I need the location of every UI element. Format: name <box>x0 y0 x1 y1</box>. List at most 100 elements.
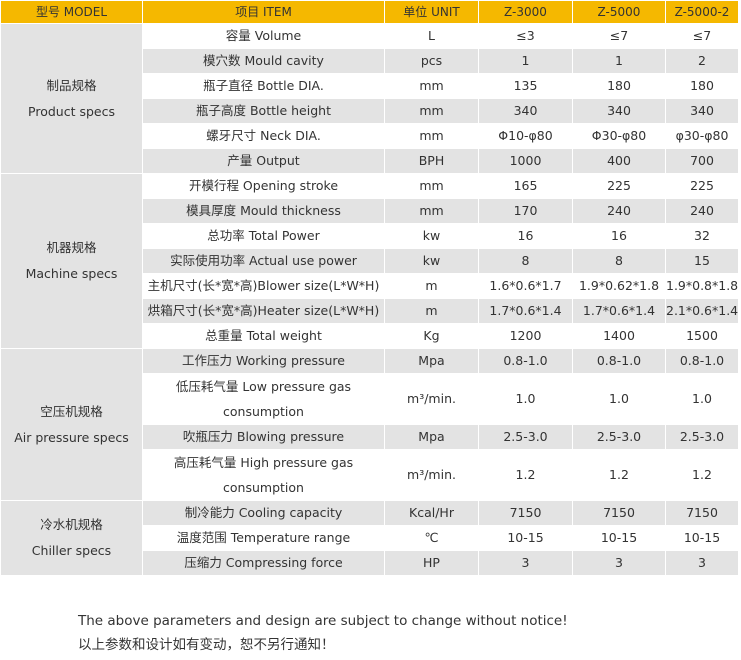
spec-row: 高压耗气量 High pressure gas consumption m³/min… <box>1 449 739 501</box>
spec-unit: m³/min. <box>384 449 479 501</box>
header-row: 型号 MODEL 项目 ITEM 单位 UNIT Z-3000 Z-5000 Z… <box>0 0 739 24</box>
spec-value-model-1: 1000 <box>478 148 573 174</box>
spec-unit: Mpa <box>384 424 479 450</box>
spec-value-model-3: 2 <box>665 48 739 74</box>
spec-value-model-2: 1 <box>572 48 666 74</box>
spec-row: 低压耗气量 Low pressure gas consumption m³/min.… <box>1 373 739 425</box>
header-unit: 单位 UNIT <box>384 0 479 24</box>
section-label: 机器规格 Machine specs <box>0 173 143 349</box>
section-label: 冷水机规格 Chiller specs <box>0 500 143 576</box>
spec-unit: mm <box>384 73 479 99</box>
spec-item: 开模行程 Opening stroke <box>142 173 385 199</box>
spec-value-model-1: 340 <box>478 98 573 124</box>
spec-value-model-3: 32 <box>665 223 739 249</box>
spec-item-line: 低压耗气量 Low pressure gas <box>175 379 352 394</box>
spec-item: 瓶子直径 Bottle DIA. <box>142 73 385 99</box>
spec-value-model-2: 2.5-3.0 <box>572 424 666 450</box>
spec-row: 模穴数 Mould cavity pcs 1 1 2 <box>1 48 739 74</box>
spec-value-model-1: 165 <box>478 173 573 199</box>
section-label-cn: 冷水机规格 <box>40 517 103 532</box>
spec-value-model-3: 1.9*0.8*1.8 <box>665 273 739 299</box>
spec-value-model-1: 1.0 <box>478 373 573 425</box>
spec-value-model-1: 1.7*0.6*1.4 <box>478 298 573 324</box>
spec-value-model-2: 16 <box>572 223 666 249</box>
spec-item: 吹瓶压力 Blowing pressure <box>142 424 385 450</box>
spec-row: 主机尺寸(长*宽*高)Blower size(L*W*H) m 1.6*0.6*1.… <box>1 273 739 299</box>
spec-row: 总重量 Total weight Kg 1200 1400 1500 <box>1 323 739 349</box>
spec-unit: pcs <box>384 48 479 74</box>
spec-value-model-1: 2.5-3.0 <box>478 424 573 450</box>
spec-value-model-2: 225 <box>572 173 666 199</box>
spec-unit: L <box>384 23 479 49</box>
spec-item: 高压耗气量 High pressure gas consumption <box>142 449 385 501</box>
spec-value-model-3: 2.1*0.6*1.4 <box>665 298 739 324</box>
spec-value-model-1: 10-15 <box>478 525 573 551</box>
spec-row: 总功率 Total Power kw 16 16 32 <box>1 223 739 249</box>
spec-value-model-3: 240 <box>665 198 739 224</box>
section-label-en: Machine specs <box>25 266 118 281</box>
spec-row: 压缩力 Compressing force HP 3 3 3 <box>1 550 739 576</box>
spec-value-model-1: 0.8-1.0 <box>478 348 573 374</box>
header-model: 型号 MODEL <box>0 0 143 24</box>
spec-row: 产量 Output BPH 1000 400 700 <box>1 148 739 174</box>
spec-item: 模具厚度 Mould thickness <box>142 198 385 224</box>
header-item: 项目 ITEM <box>142 0 385 24</box>
spec-row: 吹瓶压力 Blowing pressure Mpa 2.5-3.0 2.5-3.0 2.… <box>1 424 739 450</box>
spec-value-model-3: 3 <box>665 550 739 576</box>
spec-value-model-1: 1.2 <box>478 449 573 501</box>
spec-value-model-3: 10-15 <box>665 525 739 551</box>
spec-item: 产量 Output <box>142 148 385 174</box>
spec-value-model-1: 1200 <box>478 323 573 349</box>
spec-value-model-1: 16 <box>478 223 573 249</box>
spec-item: 压缩力 Compressing force <box>142 550 385 576</box>
spec-unit: m³/min. <box>384 373 479 425</box>
spec-unit: Kg <box>384 323 479 349</box>
section-label-en: Chiller specs <box>31 543 112 558</box>
spec-item: 主机尺寸(长*宽*高)Blower size(L*W*H) <box>142 273 385 299</box>
spec-row: 模具厚度 Mould thickness mm 170 240 240 <box>1 198 739 224</box>
spec-value-model-3: 2.5-3.0 <box>665 424 739 450</box>
spec-value-model-3: 180 <box>665 73 739 99</box>
section-label-en: Product specs <box>28 103 115 119</box>
spec-value-model-1: 1.6*0.6*1.7 <box>478 273 573 299</box>
spec-item: 螺牙尺寸 Neck DIA. <box>142 123 385 149</box>
spec-unit: mm <box>384 123 479 149</box>
header-model-2: Z-5000 <box>572 0 666 24</box>
section-label-cn: 空压机规格 <box>40 403 103 419</box>
spec-value-model-2: ≤7 <box>572 23 666 49</box>
header-model-3: Z-5000-2 <box>665 0 739 24</box>
spec-value-model-1: 7150 <box>478 500 573 526</box>
spec-item: 模穴数 Mould cavity <box>142 48 385 74</box>
spec-unit: HP <box>384 550 479 576</box>
spec-unit: kw <box>384 248 479 274</box>
spec-value-model-3: 340 <box>665 98 739 124</box>
spec-item: 容量 Volume <box>142 23 385 49</box>
spec-row: 实际使用功率 Actual use power kw 8 8 15 <box>1 248 739 274</box>
spec-value-model-2: 340 <box>572 98 666 124</box>
spec-item-line: 高压耗气量 High pressure gas <box>173 455 354 470</box>
section-label-en: Air pressure specs <box>14 429 129 445</box>
spec-value-model-2: 400 <box>572 148 666 174</box>
spec-value-model-2: 1.7*0.6*1.4 <box>572 298 666 324</box>
spec-unit: mm <box>384 98 479 124</box>
spec-value-model-3: 700 <box>665 148 739 174</box>
spec-unit: m <box>384 273 479 299</box>
spec-value-model-3: 0.8-1.0 <box>665 348 739 374</box>
spec-value-model-2: 3 <box>572 550 666 576</box>
spec-unit: mm <box>384 198 479 224</box>
section-label: 空压机规格 Air pressure specs <box>0 348 143 501</box>
spec-row: 空压机规格 Air pressure specs 工作压力 Working pres… <box>0 348 739 501</box>
spec-table: 型号 MODEL 项目 ITEM 单位 UNIT Z-3000 Z-5000 Z… <box>0 0 739 576</box>
spec-value-model-3: 225 <box>665 173 739 199</box>
spec-unit: Mpa <box>384 348 479 374</box>
spec-item-line: consumption <box>223 480 304 495</box>
spec-unit: mm <box>384 173 479 199</box>
spec-value-model-2: Φ30-φ80 <box>572 123 666 149</box>
spec-value-model-2: 1.9*0.62*1.8 <box>572 273 666 299</box>
section-label-cn: 机器规格 <box>46 240 97 255</box>
spec-value-model-2: 7150 <box>572 500 666 526</box>
spec-row: 烘箱尺寸(长*宽*高)Heater size(L*W*H) m 1.7*0.6*1.… <box>1 298 739 324</box>
spec-value-model-2: 8 <box>572 248 666 274</box>
header-model-1: Z-3000 <box>478 0 573 24</box>
footer-notice-cn: 以上参数和设计如有变动，恕不另行通知！ <box>78 637 335 653</box>
